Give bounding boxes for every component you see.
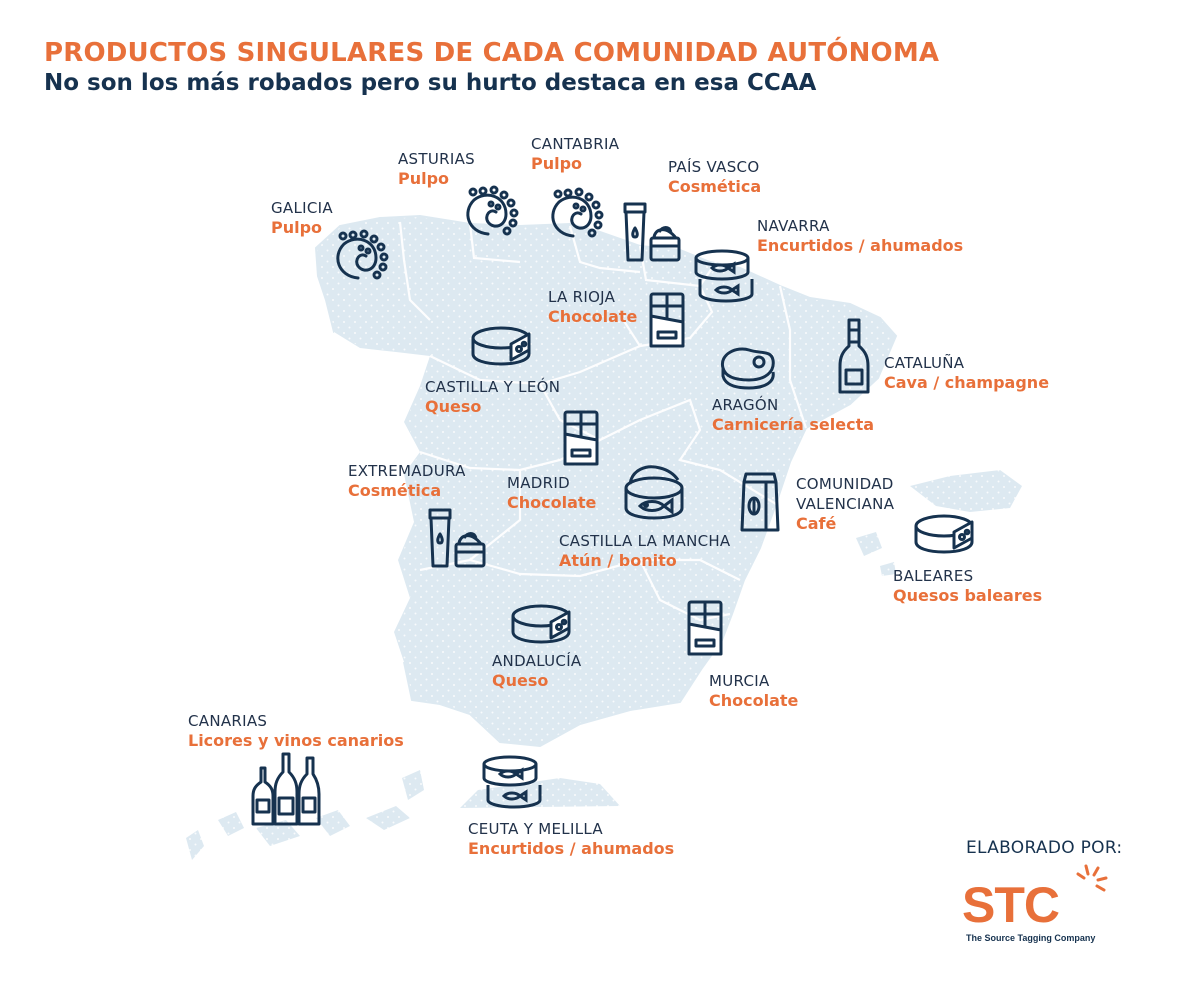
region-name: CASTILLA Y LEÓN xyxy=(425,378,561,396)
region-label-ceuta-melilla: CEUTA Y MELILLA Encurtidos / ahumados xyxy=(468,819,674,859)
region-product: Cosmética xyxy=(348,481,442,500)
region-label-aragon: ARAGÓN Carnicería selecta xyxy=(712,395,874,435)
region-product: Queso xyxy=(425,397,482,416)
region-name: NAVARRA xyxy=(757,217,830,235)
burst-icon xyxy=(1076,864,1108,892)
region-label-canarias: CANARIAS Licores y vinos canarios xyxy=(188,711,404,751)
region-label-baleares: BALEARES Quesos baleares xyxy=(893,566,1042,606)
region-name: CANTABRIA xyxy=(531,135,620,153)
region-name: CASTILLA LA MANCHA xyxy=(559,532,731,550)
region-name: BALEARES xyxy=(893,567,974,585)
region-label-valenciana: COMUNIDAD VALENCIANA Café xyxy=(796,474,894,534)
region-label-galicia: GALICIA Pulpo xyxy=(271,198,333,238)
page-subtitle: No son los más robados pero su hurto des… xyxy=(44,70,817,96)
region-label-cataluna: CATALUÑA Cava / champagne xyxy=(884,353,1049,393)
region-label-castilla-leon: CASTILLA Y LEÓN Queso xyxy=(425,377,560,417)
region-label-asturias: ASTURIAS Pulpo xyxy=(398,149,475,189)
region-label-cantabria: CANTABRIA Pulpo xyxy=(531,134,619,174)
region-product: Chocolate xyxy=(548,307,638,326)
cheese-icon xyxy=(914,514,974,554)
region-product: Chocolate xyxy=(709,691,799,710)
region-product: Carnicería selecta xyxy=(712,415,875,434)
canarias-shape xyxy=(186,770,424,860)
region-product: Encurtidos / ahumados xyxy=(757,236,964,255)
region-label-navarra: NAVARRA Encurtidos / ahumados xyxy=(757,216,963,256)
region-product: Queso xyxy=(492,671,549,690)
page-title: PRODUCTOS SINGULARES DE CADA COMUNIDAD A… xyxy=(44,38,940,68)
region-name: ANDALUCÍA xyxy=(492,652,582,670)
region-label-murcia: MURCIA Chocolate xyxy=(709,671,798,711)
liquor-bottles-icon xyxy=(251,752,321,826)
region-label-andalucia: ANDALUCÍA Queso xyxy=(492,651,581,691)
region-product: Cava / champagne xyxy=(884,373,1050,392)
region-label-castilla-mancha: CASTILLA LA MANCHA Atún / bonito xyxy=(559,531,731,571)
region-name: COMUNIDAD xyxy=(796,475,894,493)
logo-tagline: The Source Tagging Company xyxy=(966,933,1096,943)
region-name: MURCIA xyxy=(709,672,770,690)
region-product: Chocolate xyxy=(507,493,597,512)
region-name: PAÍS VASCO xyxy=(668,158,760,176)
region-label-madrid: MADRID Chocolate xyxy=(507,473,596,513)
region-product: Pulpo xyxy=(398,169,450,188)
region-name: CANARIAS xyxy=(188,712,268,730)
region-name-line2: VALENCIANA xyxy=(796,495,895,513)
region-product: Pulpo xyxy=(271,218,323,237)
region-name: LA RIOJA xyxy=(548,288,616,306)
region-name: MADRID xyxy=(507,474,570,492)
region-name: CATALUÑA xyxy=(884,354,965,372)
region-product: Encurtidos / ahumados xyxy=(468,839,675,858)
region-product: Quesos baleares xyxy=(893,586,1043,605)
region-name: CEUTA Y MELILLA xyxy=(468,820,603,838)
credit-label: ELABORADO POR: xyxy=(966,838,1123,858)
region-product: Pulpo xyxy=(531,154,583,173)
region-product: Licores y vinos canarios xyxy=(188,731,404,750)
region-label-la-rioja: LA RIOJA Chocolate xyxy=(548,287,637,327)
baleares-shape xyxy=(910,470,1022,512)
region-name: ARAGÓN xyxy=(712,396,779,414)
region-product: Café xyxy=(796,514,837,533)
region-product: Atún / bonito xyxy=(559,551,677,570)
region-name: GALICIA xyxy=(271,199,333,217)
region-label-extremadura: EXTREMADURA Cosmética xyxy=(348,461,466,501)
logo-text: STC xyxy=(962,877,1060,933)
stc-logo: STC The Source Tagging Company xyxy=(962,862,1112,952)
region-name: EXTREMADURA xyxy=(348,462,466,480)
region-label-pais-vasco: PAÍS VASCO Cosmética xyxy=(668,157,761,197)
region-product: Cosmética xyxy=(668,177,762,196)
region-name: ASTURIAS xyxy=(398,150,475,168)
